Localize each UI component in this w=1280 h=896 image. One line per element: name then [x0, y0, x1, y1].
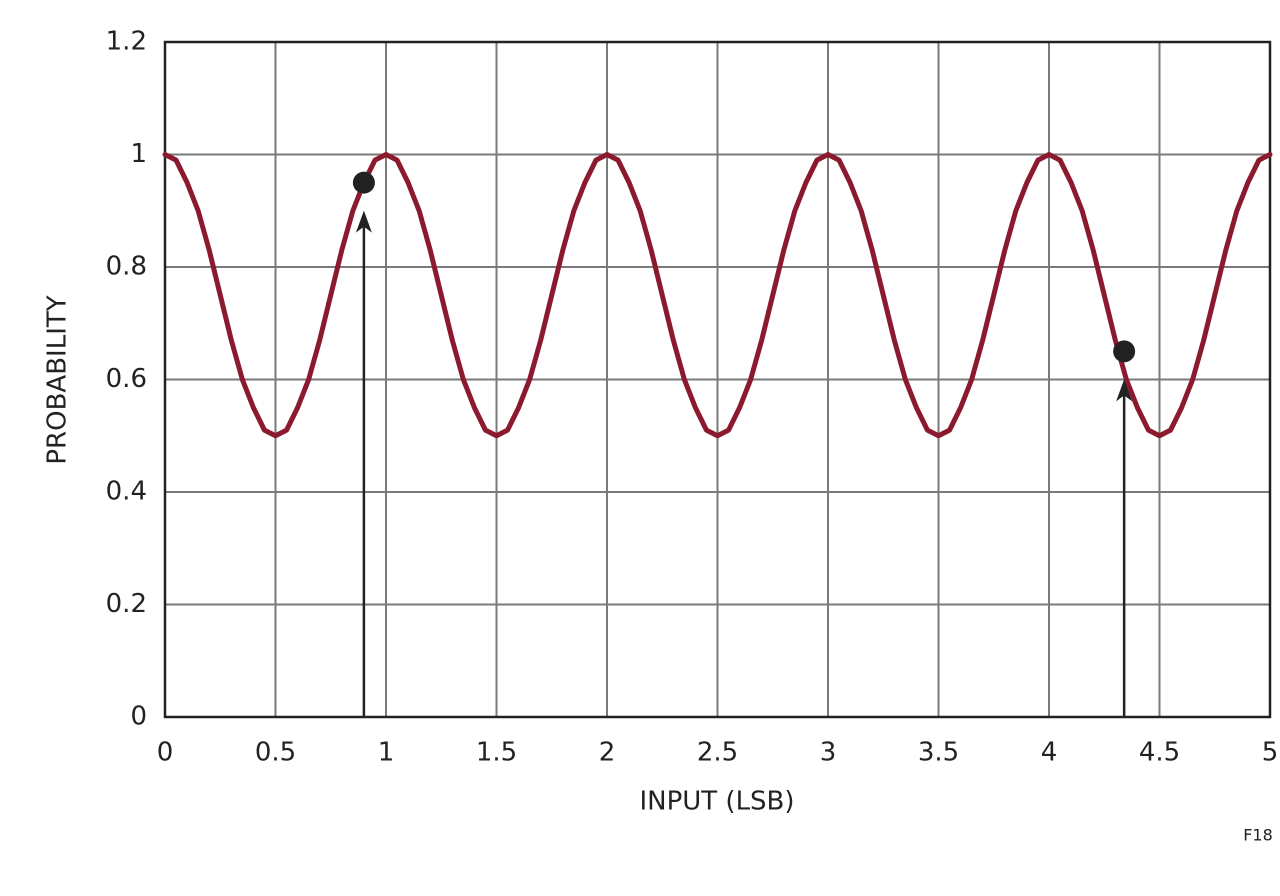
- x-tick-label: 4: [1041, 738, 1058, 768]
- x-tick-label: 2: [599, 738, 616, 768]
- x-tick-label: 5: [1262, 738, 1279, 768]
- y-tick-label: 1: [130, 139, 147, 169]
- x-tick-label: 3.5: [918, 738, 959, 768]
- y-tick-label: 0.6: [106, 364, 147, 394]
- y-tick-label: 1.2: [106, 27, 147, 57]
- x-tick-label: 2.5: [697, 738, 738, 768]
- y-tick-label: 0: [130, 702, 147, 732]
- y-tick-label: 0.8: [106, 252, 147, 282]
- y-axis-label: PROBABILITY: [43, 295, 73, 464]
- arrow-head: [1116, 379, 1133, 402]
- y-tick-label: 0.4: [106, 477, 147, 507]
- y-tick-label: 0.2: [106, 589, 147, 619]
- x-tick-label: 1: [378, 738, 395, 768]
- marker-point: [352, 171, 375, 194]
- x-tick-label: 4.5: [1139, 738, 1180, 768]
- x-tick-label: 0: [157, 738, 174, 768]
- x-axis-label: INPUT (LSB): [639, 787, 794, 817]
- arrow-head: [355, 210, 372, 233]
- marker-point: [1113, 340, 1136, 363]
- plot-frame: [163, 40, 1272, 719]
- figure-label: F18: [1243, 826, 1273, 845]
- x-tick-label: 0.5: [255, 738, 296, 768]
- x-tick-label: 1.5: [476, 738, 517, 768]
- x-tick-label: 3: [820, 738, 837, 768]
- line-series: [162, 152, 1273, 439]
